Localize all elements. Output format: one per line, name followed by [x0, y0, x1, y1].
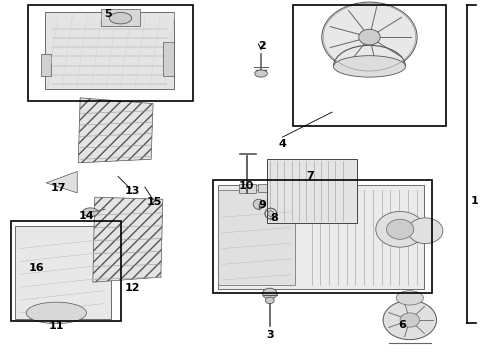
Ellipse shape: [254, 70, 267, 77]
Ellipse shape: [395, 291, 423, 305]
Text: 5: 5: [104, 9, 112, 19]
FancyBboxPatch shape: [217, 185, 424, 289]
Text: 9: 9: [258, 200, 265, 210]
Text: 16: 16: [29, 263, 44, 273]
Text: 12: 12: [124, 283, 140, 293]
Text: 14: 14: [79, 211, 94, 221]
FancyBboxPatch shape: [266, 158, 356, 223]
Text: 10: 10: [238, 181, 254, 192]
Ellipse shape: [253, 199, 264, 209]
Ellipse shape: [386, 219, 413, 239]
Text: 6: 6: [398, 320, 406, 330]
Text: 2: 2: [257, 41, 265, 51]
Ellipse shape: [382, 300, 436, 340]
Ellipse shape: [321, 2, 416, 72]
Text: 13: 13: [125, 186, 140, 197]
Polygon shape: [93, 197, 163, 282]
Ellipse shape: [262, 288, 277, 299]
FancyBboxPatch shape: [45, 12, 174, 89]
FancyBboxPatch shape: [163, 42, 174, 76]
FancyBboxPatch shape: [217, 190, 294, 285]
Ellipse shape: [375, 211, 424, 247]
FancyBboxPatch shape: [258, 184, 285, 192]
Ellipse shape: [333, 56, 405, 77]
Text: 1: 1: [469, 197, 477, 206]
Text: 15: 15: [146, 197, 162, 207]
Ellipse shape: [26, 302, 86, 324]
Ellipse shape: [399, 313, 419, 327]
Ellipse shape: [109, 13, 131, 24]
FancyBboxPatch shape: [41, 54, 51, 76]
Polygon shape: [78, 98, 153, 163]
Text: 7: 7: [305, 171, 313, 181]
FancyBboxPatch shape: [101, 9, 140, 26]
Text: 11: 11: [48, 321, 64, 331]
Ellipse shape: [82, 208, 98, 216]
Ellipse shape: [407, 218, 442, 244]
Text: 8: 8: [270, 212, 278, 222]
Text: 4: 4: [278, 139, 286, 149]
Ellipse shape: [267, 211, 273, 216]
Ellipse shape: [265, 297, 274, 303]
Text: 17: 17: [51, 183, 66, 193]
FancyBboxPatch shape: [15, 226, 111, 319]
Polygon shape: [46, 171, 77, 193]
FancyBboxPatch shape: [238, 184, 256, 193]
Ellipse shape: [358, 29, 379, 45]
Text: 3: 3: [266, 330, 273, 341]
